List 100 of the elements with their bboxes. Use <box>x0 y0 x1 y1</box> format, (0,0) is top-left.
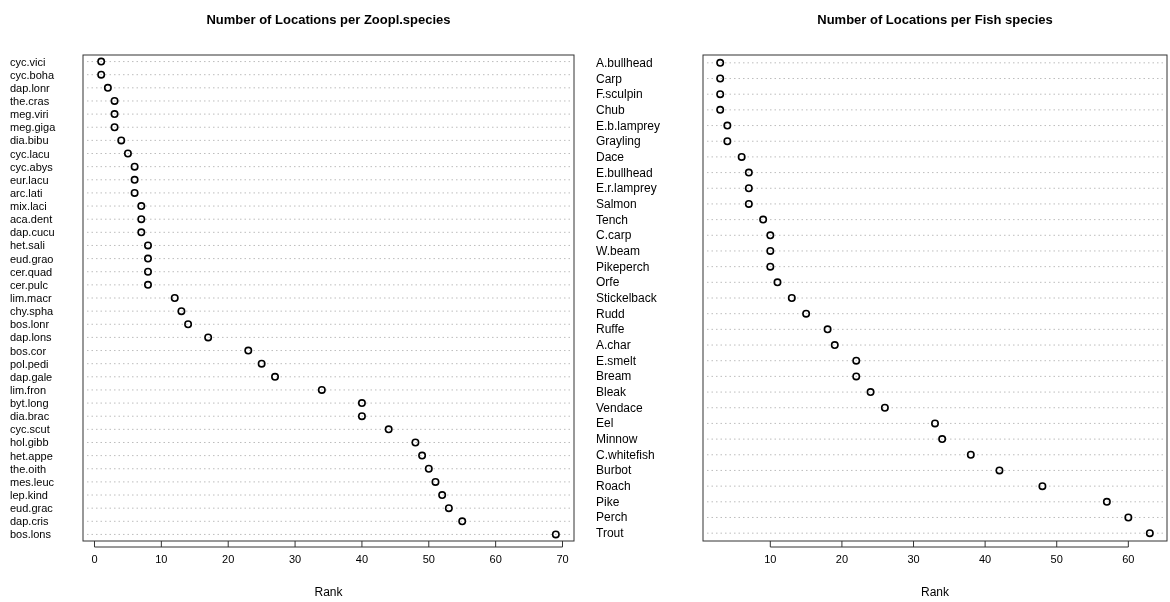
point <box>97 57 106 66</box>
point <box>418 451 427 460</box>
y-tick-label: dap.cris <box>10 515 50 528</box>
point <box>130 162 139 171</box>
point <box>773 278 782 287</box>
x-axis-title: Rank <box>314 585 344 599</box>
y-tick-label: E.bullhead <box>596 165 653 180</box>
point <box>97 70 106 79</box>
point <box>143 254 152 263</box>
y-tick-label: eur.lacu <box>10 173 49 186</box>
y-tick-label: mix.laci <box>10 200 47 213</box>
point <box>1038 482 1047 491</box>
point <box>852 372 861 381</box>
point <box>744 168 753 177</box>
point <box>716 90 725 99</box>
y-tick-label: het.sali <box>10 239 45 252</box>
y-tick-label: Dace <box>596 149 625 164</box>
point <box>737 152 746 161</box>
point <box>143 280 152 289</box>
point <box>723 137 732 146</box>
point <box>716 58 725 67</box>
point <box>110 110 119 119</box>
point <box>880 403 889 412</box>
y-tick-label: lim.macr <box>10 292 52 304</box>
y-tick-label: A.char <box>596 338 631 353</box>
point <box>317 385 326 394</box>
x-tick-label: 20 <box>222 553 235 565</box>
y-tick-label: chy.spha <box>10 305 55 318</box>
y-tick-label: meg.giga <box>10 121 57 134</box>
y-tick-label: cyc.boha <box>10 68 55 81</box>
y-tick-label: cyc.abys <box>10 160 54 173</box>
y-tick-label: Rudd <box>596 306 625 321</box>
y-tick-label: cer.pulc <box>10 278 49 291</box>
y-tick-label: hol.gibb <box>10 436 49 449</box>
y-tick-label: dia.bibu <box>10 134 49 147</box>
point <box>170 294 179 302</box>
y-tick-label: dap.cucu <box>10 226 55 239</box>
y-tick-label: Trout <box>596 526 625 541</box>
y-tick-label: dia.brac <box>10 410 50 423</box>
point <box>438 491 447 500</box>
y-tick-label: meg.viri <box>10 108 49 121</box>
point <box>130 175 139 184</box>
x-tick-label: 40 <box>355 553 369 565</box>
y-tick-label: Eel <box>596 416 614 431</box>
point <box>1124 513 1133 522</box>
point <box>137 202 146 211</box>
x-tick-label: 10 <box>155 553 168 565</box>
x-tick-label: 20 <box>835 553 849 565</box>
point <box>244 346 253 355</box>
y-tick-label: arc.lati <box>10 186 43 199</box>
point <box>802 309 811 318</box>
y-tick-label: cyc.lacu <box>10 147 50 160</box>
point <box>551 530 560 539</box>
y-tick-label: bos.lons <box>10 528 52 541</box>
point <box>744 199 753 208</box>
point <box>866 388 875 397</box>
y-tick-label: E.smelt <box>596 353 637 368</box>
y-tick-label: lim.fron <box>10 383 47 396</box>
x-tick-label: 0 <box>91 553 98 565</box>
point <box>852 356 861 365</box>
point <box>966 450 975 459</box>
point <box>177 307 186 316</box>
point <box>766 262 775 271</box>
point <box>931 419 939 428</box>
y-tick-label: Burbot <box>596 463 633 478</box>
y-tick-label: Orfe <box>596 275 620 290</box>
y-tick-label: W.beam <box>596 243 641 258</box>
y-tick-label: Vendace <box>596 400 644 415</box>
point <box>411 438 420 447</box>
point <box>830 341 839 350</box>
y-tick-label: lep.kind <box>10 489 48 502</box>
point <box>787 294 796 302</box>
y-tick-label: cyc.scut <box>10 423 50 436</box>
y-tick-label: Pike <box>596 494 620 509</box>
y-tick-label: pol.pedi <box>10 357 49 370</box>
y-tick-label: C.whitefish <box>596 447 655 462</box>
point <box>110 123 119 132</box>
point <box>458 517 467 526</box>
y-tick-label: eud.grao <box>10 252 54 265</box>
point <box>184 320 193 329</box>
y-tick-label: het.appe <box>10 449 53 462</box>
point <box>204 333 213 342</box>
y-tick-label: Grayling <box>596 134 641 149</box>
x-tick-label: 70 <box>556 553 569 565</box>
point <box>759 215 768 224</box>
y-tick-label: Roach <box>596 479 631 494</box>
point <box>137 215 146 224</box>
y-tick-label: Salmon <box>596 196 637 211</box>
y-tick-label: Pikeperch <box>596 259 650 274</box>
y-tick-label: E.r.lamprey <box>596 181 657 196</box>
y-tick-label: mes.leuc <box>10 475 55 488</box>
y-tick-label: dap.lons <box>10 331 53 344</box>
y-tick-label: Tench <box>596 212 629 227</box>
point <box>143 241 152 250</box>
y-tick-label: Minnow <box>596 432 638 447</box>
y-tick-label: bos.lonr <box>10 318 50 331</box>
point <box>103 83 112 92</box>
point <box>110 96 119 105</box>
point <box>357 399 366 408</box>
x-tick-label: 10 <box>764 553 777 565</box>
